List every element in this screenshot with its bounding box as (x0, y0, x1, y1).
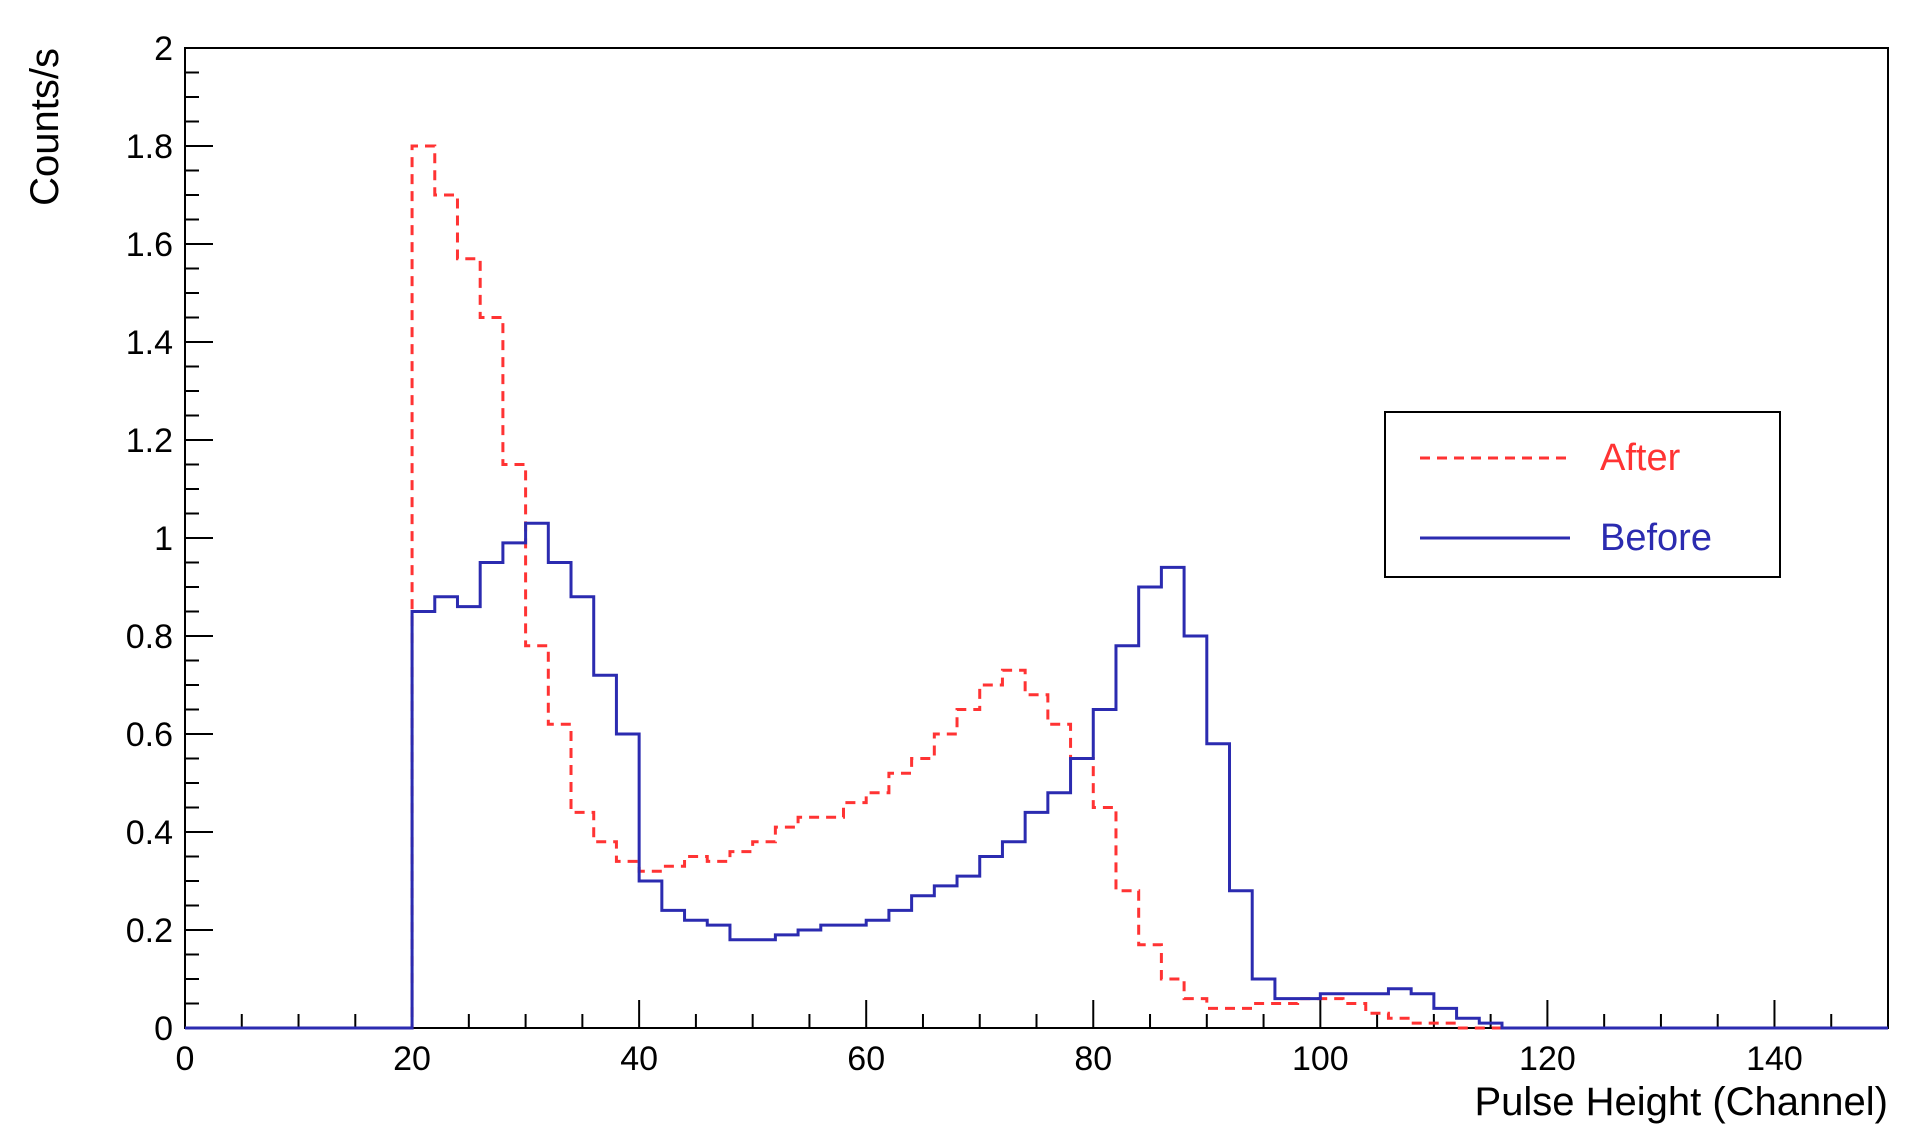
legend-box (1384, 411, 1781, 578)
x-tick-label: 120 (1519, 1040, 1576, 1078)
x-tick-label: 140 (1746, 1040, 1803, 1078)
x-axis-title: Pulse Height (Channel) (1474, 1080, 1888, 1124)
legend-label-after: After (1600, 437, 1681, 479)
x-tick-label: 40 (620, 1040, 658, 1078)
x-tick-label: 80 (1074, 1040, 1112, 1078)
legend: After Before (1384, 411, 1781, 578)
legend-label-before: Before (1600, 517, 1712, 559)
y-tick-label: 1.6 (126, 226, 173, 264)
y-tick-label: 1 (154, 520, 173, 558)
y-tick-label: 0 (154, 1010, 173, 1048)
x-axis-ticks: 0 20 40 60 80 100 120 140 (176, 1000, 1889, 1078)
y-tick-label: 2 (154, 30, 173, 68)
x-tick-label: 100 (1292, 1040, 1349, 1078)
x-tick-label: 20 (393, 1040, 431, 1078)
y-tick-label: 1.8 (126, 128, 173, 166)
y-tick-label: 1.4 (126, 324, 173, 362)
y-axis-ticks: 0 0.2 0.4 0.6 0.8 1 1.2 1.4 1.6 1.8 2 (126, 30, 213, 1048)
y-axis-title: Counts/s (23, 48, 67, 206)
series-layer (185, 144, 1888, 1030)
y-tick-label: 0.6 (126, 716, 173, 754)
y-tick-label: 0.2 (126, 912, 173, 950)
x-tick-label: 0 (176, 1040, 195, 1078)
series-before-line (185, 521, 1888, 1030)
series-after-line (185, 144, 1888, 1030)
x-tick-label: 60 (847, 1040, 885, 1078)
y-tick-label: 0.4 (126, 814, 173, 852)
y-tick-label: 0.8 (126, 618, 173, 656)
y-tick-label: 1.2 (126, 422, 173, 460)
